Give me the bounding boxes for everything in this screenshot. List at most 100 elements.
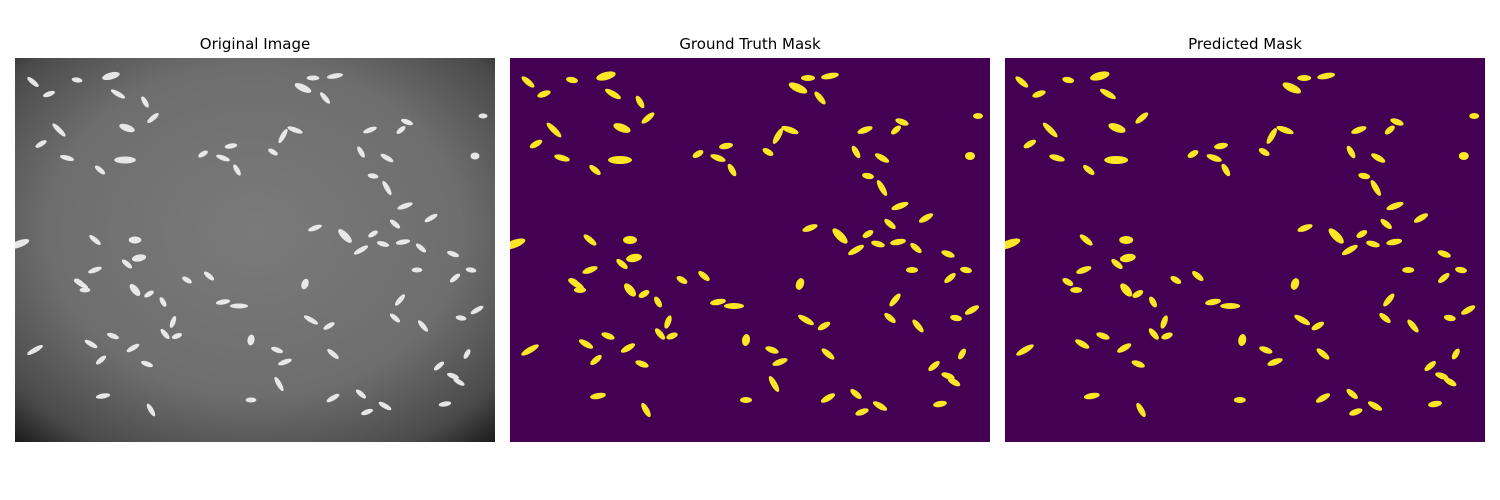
cell-blob: [1386, 201, 1404, 211]
cell-blob: [596, 71, 616, 81]
cell-blob: [43, 90, 55, 98]
cell-blob: [521, 76, 535, 88]
cell-blob: [1233, 397, 1246, 403]
cell-blob: [1383, 293, 1395, 307]
cell-blob: [198, 150, 208, 158]
cell-blob: [626, 253, 642, 263]
cell-blob: [1437, 250, 1451, 258]
cell-blob: [566, 76, 578, 84]
cell-blob: [1258, 148, 1270, 156]
cell-blob: [447, 372, 459, 380]
cell-blob: [884, 312, 896, 324]
cell-blob: [933, 400, 947, 408]
cell-blob: [119, 123, 135, 133]
panel-original-image: Original Image: [15, 0, 495, 500]
cell-blob: [389, 313, 401, 323]
cell-blob: [973, 113, 983, 119]
cell-blob: [1290, 278, 1300, 290]
cell-blob: [798, 314, 814, 326]
cell-blob: [1443, 377, 1457, 387]
cell-blob: [382, 180, 392, 196]
cell-blob: [1049, 154, 1065, 162]
cell-blob: [568, 278, 580, 286]
cell-blob: [1371, 153, 1386, 163]
cell-blob: [147, 112, 159, 124]
cell-blob: [171, 333, 183, 339]
cell-blob: [676, 276, 688, 284]
cell-blob: [355, 389, 367, 399]
cell-blob: [60, 154, 74, 162]
cell-blob: [762, 148, 774, 156]
cell-blob: [1341, 244, 1358, 256]
cell-blob: [605, 88, 621, 100]
cell-blob: [1149, 296, 1157, 308]
cell-blob: [821, 72, 839, 80]
cell-blob: [1016, 344, 1034, 356]
cell-blob: [447, 250, 459, 258]
cell-blob: [574, 287, 586, 293]
cell-blob: [855, 408, 869, 416]
cell-blob: [620, 343, 636, 353]
cell-blob: [772, 358, 788, 366]
cell-blob: [741, 334, 751, 346]
predicted-mask-image: [1005, 58, 1485, 442]
cell-blob: [1187, 150, 1199, 158]
cell-blob: [1119, 253, 1136, 263]
cell-blob: [1131, 360, 1145, 368]
cell-blob: [1108, 123, 1126, 133]
cell-blob: [1413, 213, 1429, 223]
cell-blob: [641, 402, 651, 418]
cell-blob: [848, 244, 864, 256]
cell-blob: [278, 358, 292, 366]
cell-blob: [521, 344, 539, 356]
cell-blob: [1294, 314, 1311, 326]
cell-blob: [817, 321, 831, 331]
cell-blob: [1438, 272, 1450, 284]
cell-blob: [802, 224, 818, 232]
cell-blob: [768, 376, 780, 392]
cell-blob: [327, 348, 339, 360]
cell-blob: [95, 355, 107, 365]
cell-blob: [1076, 266, 1092, 274]
cell-blob: [224, 143, 238, 149]
cell-blob: [397, 202, 413, 210]
cell-blob: [727, 163, 737, 177]
cell-blob: [740, 397, 752, 403]
cell-blob: [1023, 139, 1037, 149]
cell-blob: [353, 245, 369, 255]
cell-blob: [470, 305, 484, 315]
cell-blob: [635, 360, 649, 368]
cell-blob: [1079, 234, 1093, 246]
cell-blob: [129, 284, 141, 296]
cell-blob: [1062, 76, 1075, 84]
cell-blob: [88, 266, 102, 274]
cell-blob: [1266, 128, 1277, 144]
cell-blob: [801, 75, 815, 81]
cell-blob: [94, 165, 106, 175]
cell-blob: [306, 75, 320, 81]
cell-blob: [363, 126, 377, 134]
cell-blob: [950, 314, 962, 322]
cell-blob: [1160, 315, 1168, 329]
cell-blob: [1315, 393, 1331, 403]
cell-blob: [1424, 360, 1436, 372]
cell-blob: [233, 164, 241, 176]
cell-blob: [912, 319, 924, 333]
cell-blob: [470, 152, 480, 160]
cell-blob: [1083, 392, 1100, 400]
cell-blob: [1386, 238, 1403, 246]
cell-blob: [380, 153, 394, 163]
cell-blob: [1117, 343, 1132, 353]
cell-blob: [361, 408, 373, 416]
cell-blob: [582, 266, 598, 274]
cell-blob: [578, 339, 594, 349]
cell-blob: [378, 401, 392, 411]
cell-blob: [84, 339, 98, 349]
cell-blob: [455, 315, 467, 321]
cell-blob: [396, 126, 406, 134]
cell-blob: [449, 273, 461, 283]
cell-blob: [788, 82, 808, 94]
cell-blob: [1132, 290, 1144, 298]
cell-blob: [964, 305, 980, 315]
cell-blob: [411, 267, 423, 273]
